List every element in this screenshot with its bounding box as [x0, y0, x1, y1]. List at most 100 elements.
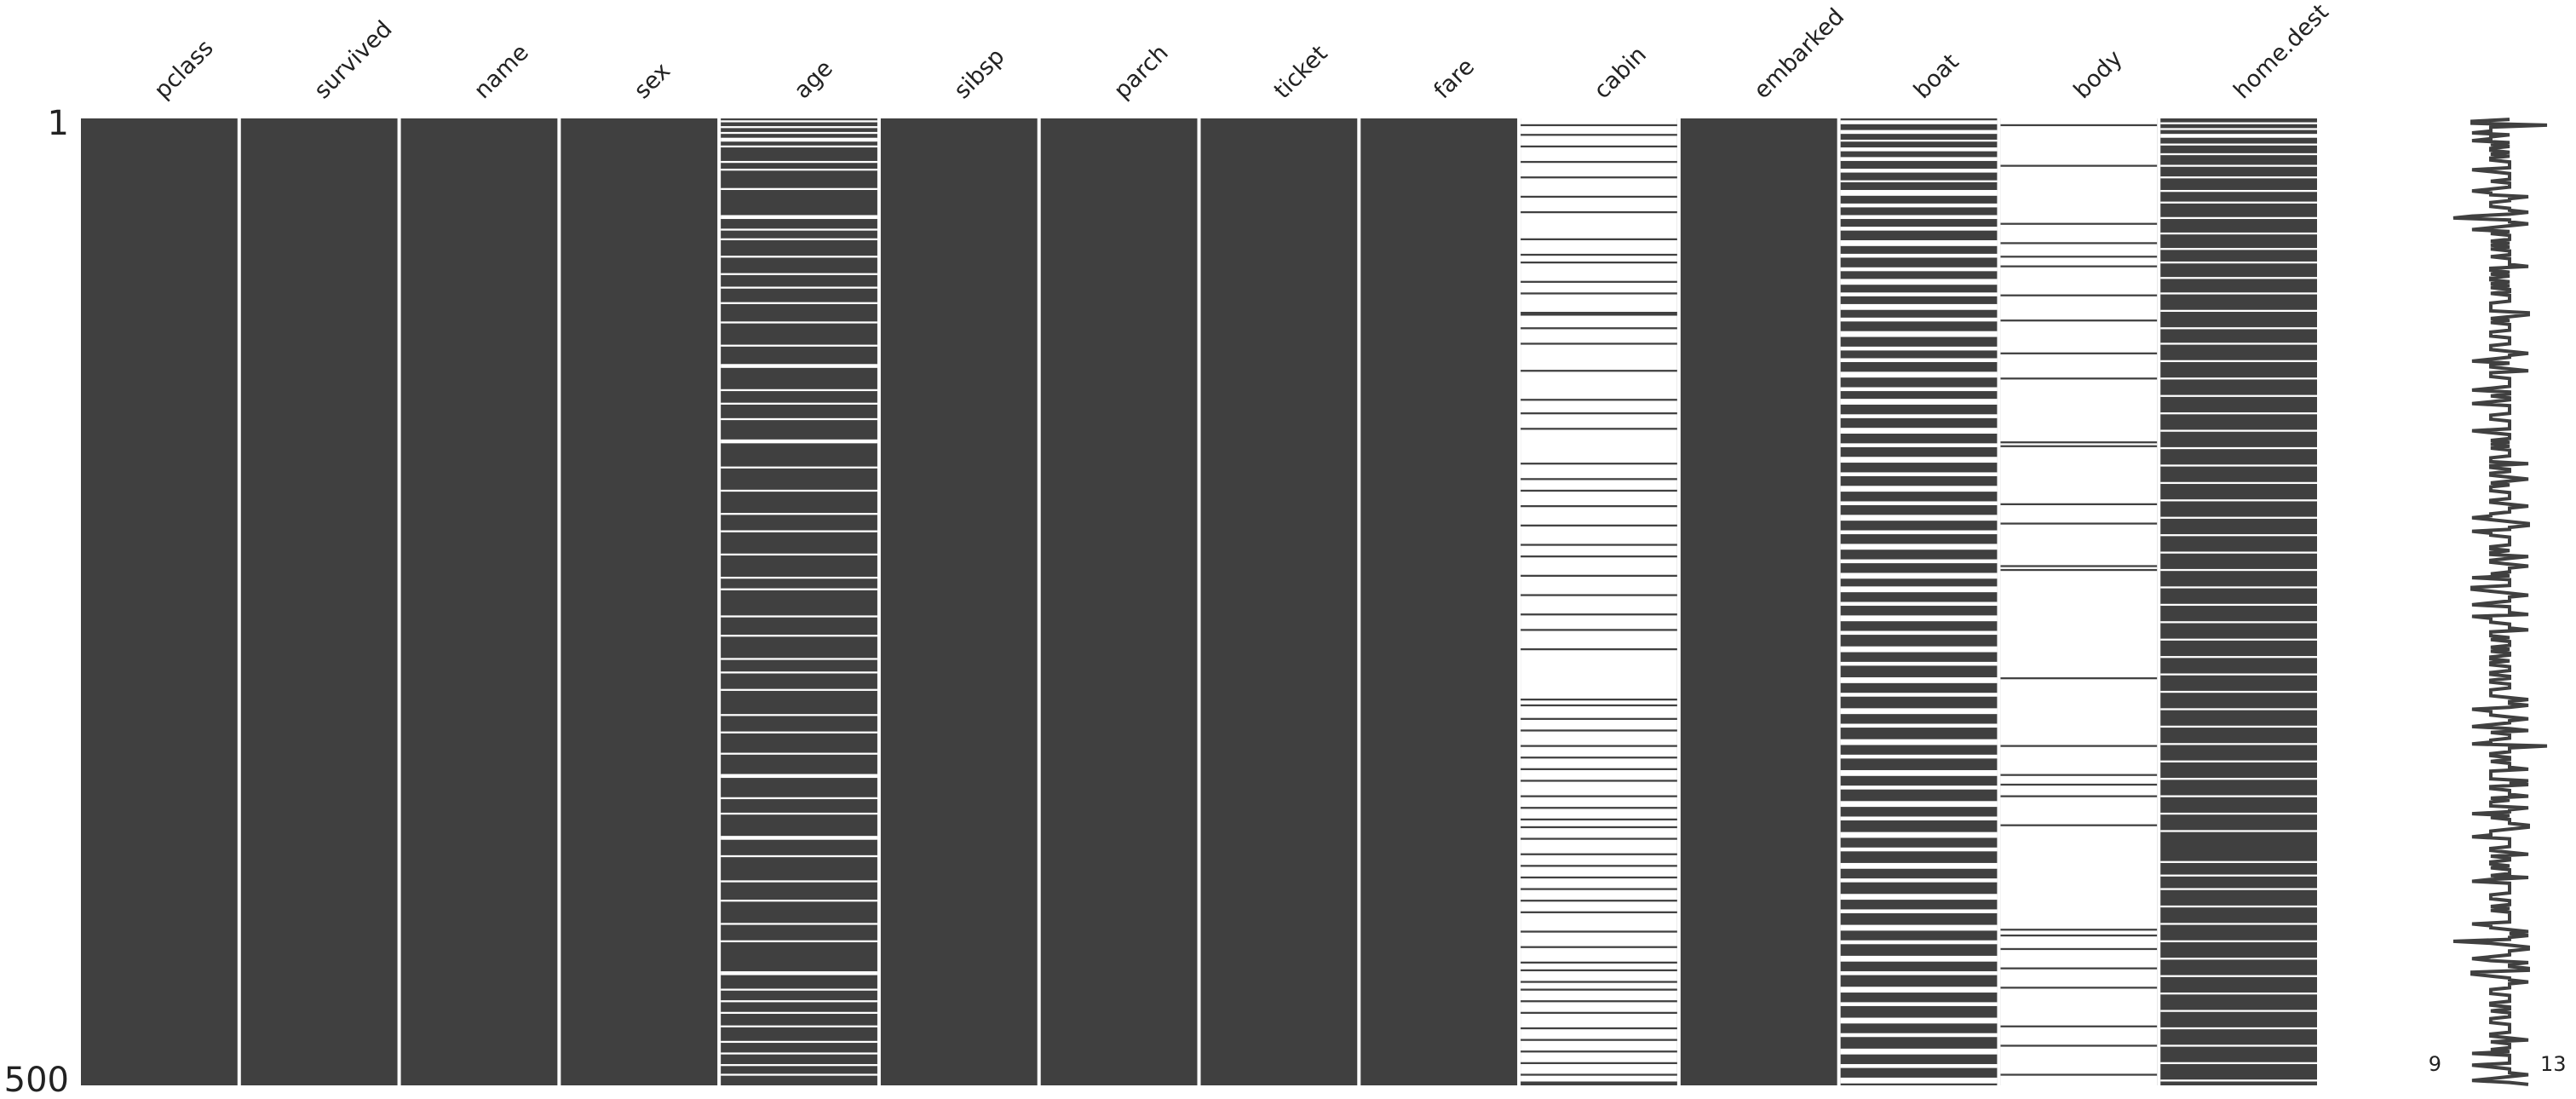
- missing-stripe: [2160, 429, 2317, 432]
- missing-stripe: [1840, 615, 1998, 622]
- missing-stripe: [1521, 1014, 1677, 1027]
- missing-stripe: [2160, 708, 2317, 711]
- missing-stripe: [1840, 559, 1998, 564]
- missing-stripe: [2160, 1079, 2317, 1082]
- missing-stripe: [1521, 400, 1677, 413]
- missing-stripe: [721, 286, 877, 289]
- missing-stripe: [1521, 1040, 1677, 1051]
- missing-stripe: [2160, 216, 2317, 220]
- missing-stripe: [2160, 128, 2317, 130]
- missing-stripe: [1521, 1052, 1677, 1062]
- column-label: name: [469, 39, 534, 104]
- missing-stripe: [2000, 950, 2158, 968]
- missing-stripe: [1840, 723, 1998, 728]
- missing-stripe: [1521, 700, 1677, 705]
- missing-stripe: [2160, 143, 2317, 146]
- completeness-sparkline: [2452, 118, 2548, 1086]
- missing-stripe: [721, 402, 877, 405]
- column-present: [561, 118, 718, 1085]
- missing-stripe: [721, 417, 877, 421]
- missing-stripe: [1521, 329, 1677, 343]
- missing-stripe: [2000, 797, 2158, 825]
- missing-stripe: [2160, 516, 2317, 519]
- missing-stripe: [2160, 656, 2317, 659]
- missing-stripe: [721, 513, 877, 515]
- missing-stripe: [1840, 847, 1998, 852]
- missing-stripe: [1521, 163, 1677, 177]
- missing-stripe: [2000, 224, 2158, 243]
- missing-stripe: [721, 256, 877, 258]
- missing-stripe: [2000, 1027, 2158, 1045]
- missing-stripe: [1840, 227, 1998, 231]
- missing-stripe: [2160, 360, 2317, 363]
- missing-stripe: [721, 714, 877, 716]
- missing-stripe: [1840, 180, 1998, 182]
- missing-stripe: [721, 388, 877, 392]
- missing-stripe: [1521, 213, 1677, 239]
- missing-stripe: [2160, 342, 2317, 345]
- column-label: cabin: [1589, 42, 1652, 105]
- missing-stripe: [721, 971, 877, 975]
- missing-stripe: [1521, 828, 1677, 838]
- missing-stripe: [2160, 690, 2317, 693]
- column-label: pclass: [149, 35, 218, 104]
- missing-stripe: [2160, 134, 2317, 138]
- missing-stripe: [2160, 377, 2317, 380]
- missing-stripe: [1521, 650, 1677, 699]
- missing-stripe: [1521, 746, 1677, 757]
- missing-stripe: [2160, 499, 2317, 502]
- missing-stripe: [2000, 257, 2158, 266]
- missing-stripe: [1521, 126, 1677, 135]
- missing-stripe: [2160, 673, 2317, 676]
- missing-stripe: [2000, 505, 2158, 523]
- missing-stripe: [1521, 990, 1677, 1001]
- missing-stripe: [1840, 443, 1998, 447]
- missing-stripe: [1521, 414, 1677, 429]
- missing-stripe: [1521, 1075, 1677, 1082]
- missing-stripe: [1521, 820, 1677, 826]
- missing-stripe: [1840, 279, 1998, 285]
- missing-stripe: [1521, 808, 1677, 819]
- missing-stripe: [1521, 854, 1677, 866]
- missing-stripe: [1840, 457, 1998, 463]
- missing-stripe: [721, 731, 877, 734]
- missing-stripe: [721, 812, 877, 815]
- missing-stripe: [2160, 586, 2317, 589]
- missing-stripe: [1840, 331, 1998, 337]
- missing-stripe: [721, 988, 877, 991]
- missing-stripe: [721, 836, 877, 840]
- missing-stripe: [1521, 118, 1677, 124]
- missing-stripe: [2000, 746, 2158, 774]
- sparkline-label: 9: [2429, 1052, 2441, 1076]
- missing-stripe: [1521, 315, 1677, 328]
- column-label: body: [2069, 45, 2128, 104]
- missing-stripe: [1840, 169, 1998, 173]
- missing-stripe: [2160, 248, 2317, 250]
- missing-stripe: [2160, 481, 2317, 485]
- missing-stripe: [1521, 630, 1677, 648]
- missing-stripe: [2000, 267, 2158, 295]
- missing-stripe: [721, 1000, 877, 1003]
- missing-stripe: [1840, 1048, 1998, 1055]
- missing-stripe: [1521, 135, 1677, 146]
- missing-stripe: [1521, 1029, 1677, 1039]
- missing-stripe: [1521, 178, 1677, 196]
- missing-stripe: [2160, 888, 2317, 890]
- missing-stripe: [1840, 189, 1998, 196]
- column-label: boat: [1909, 49, 1964, 104]
- missing-stripe: [2000, 126, 2158, 165]
- missing-stripe: [2000, 567, 2158, 569]
- missing-stripe: [1840, 147, 1998, 152]
- missing-stripe: [2160, 464, 2317, 467]
- missing-stripe: [1840, 240, 1998, 246]
- missing-stripe: [2000, 524, 2158, 566]
- missing-stripe: [1521, 492, 1677, 505]
- missing-stripe: [721, 1052, 877, 1055]
- missing-stripe: [2160, 812, 2317, 815]
- missing-stripe: [721, 187, 877, 190]
- missing-stripe: [1840, 801, 1998, 808]
- missing-stripe: [1840, 129, 1998, 135]
- missing-stripe: [721, 1064, 877, 1067]
